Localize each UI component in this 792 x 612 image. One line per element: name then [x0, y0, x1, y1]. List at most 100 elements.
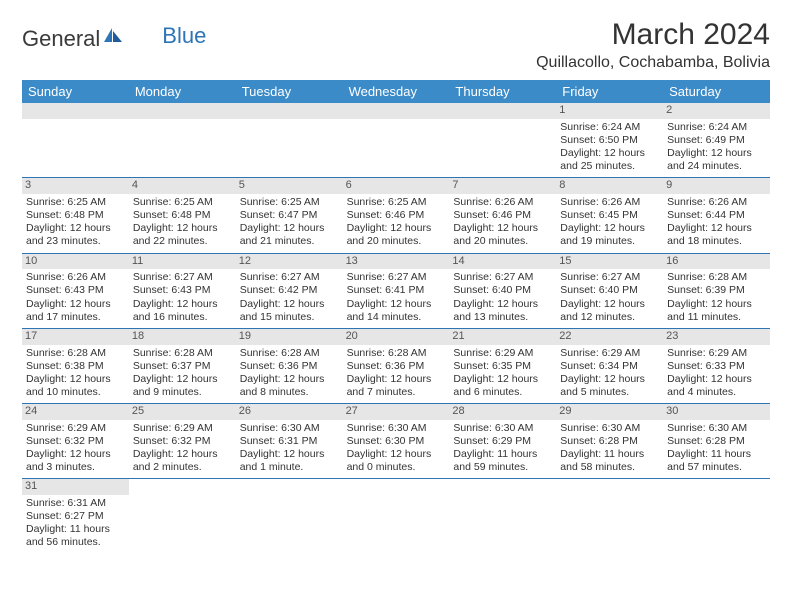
daylight-text: Daylight: 12 hours and 4 minutes.	[667, 373, 766, 399]
empty-cell	[236, 103, 343, 177]
day-number: 9	[663, 178, 770, 194]
sunrise-text: Sunrise: 6:27 AM	[453, 271, 552, 284]
day-number: 27	[343, 404, 450, 420]
sunrise-text: Sunrise: 6:28 AM	[240, 347, 339, 360]
sunset-text: Sunset: 6:31 PM	[240, 435, 339, 448]
daylight-text: Daylight: 11 hours and 59 minutes.	[453, 448, 552, 474]
daylight-text: Daylight: 12 hours and 12 minutes.	[560, 298, 659, 324]
sunset-text: Sunset: 6:47 PM	[240, 209, 339, 222]
sunrise-text: Sunrise: 6:26 AM	[26, 271, 125, 284]
day-number: 1	[556, 103, 663, 119]
empty-cell	[129, 479, 236, 553]
sunset-text: Sunset: 6:46 PM	[347, 209, 446, 222]
day-cell: 29Sunrise: 6:30 AMSunset: 6:28 PMDayligh…	[556, 404, 663, 478]
week-row: 1Sunrise: 6:24 AMSunset: 6:50 PMDaylight…	[22, 103, 770, 178]
day-number: 8	[556, 178, 663, 194]
day-number: 15	[556, 254, 663, 270]
day-header-monday: Monday	[129, 80, 236, 103]
sunset-text: Sunset: 6:48 PM	[133, 209, 232, 222]
daylight-text: Daylight: 12 hours and 20 minutes.	[347, 222, 446, 248]
daylight-text: Daylight: 12 hours and 3 minutes.	[26, 448, 125, 474]
daylight-text: Daylight: 12 hours and 8 minutes.	[240, 373, 339, 399]
sunset-text: Sunset: 6:43 PM	[133, 284, 232, 297]
day-number	[129, 103, 236, 119]
day-cell: 24Sunrise: 6:29 AMSunset: 6:32 PMDayligh…	[22, 404, 129, 478]
sunrise-text: Sunrise: 6:29 AM	[453, 347, 552, 360]
day-cell: 3Sunrise: 6:25 AMSunset: 6:48 PMDaylight…	[22, 178, 129, 252]
day-number: 4	[129, 178, 236, 194]
daylight-text: Daylight: 12 hours and 16 minutes.	[133, 298, 232, 324]
sunrise-text: Sunrise: 6:26 AM	[560, 196, 659, 209]
sunrise-text: Sunrise: 6:30 AM	[347, 422, 446, 435]
daylight-text: Daylight: 12 hours and 23 minutes.	[26, 222, 125, 248]
sunrise-text: Sunrise: 6:24 AM	[560, 121, 659, 134]
daylight-text: Daylight: 12 hours and 13 minutes.	[453, 298, 552, 324]
day-number: 21	[449, 329, 556, 345]
sunrise-text: Sunrise: 6:29 AM	[26, 422, 125, 435]
sunrise-text: Sunrise: 6:25 AM	[133, 196, 232, 209]
sunrise-text: Sunrise: 6:28 AM	[133, 347, 232, 360]
sunrise-text: Sunrise: 6:28 AM	[26, 347, 125, 360]
day-header-row: SundayMondayTuesdayWednesdayThursdayFrid…	[22, 80, 770, 103]
daylight-text: Daylight: 12 hours and 14 minutes.	[347, 298, 446, 324]
daylight-text: Daylight: 12 hours and 2 minutes.	[133, 448, 232, 474]
empty-cell	[556, 479, 663, 553]
day-cell: 27Sunrise: 6:30 AMSunset: 6:30 PMDayligh…	[343, 404, 450, 478]
daylight-text: Daylight: 11 hours and 57 minutes.	[667, 448, 766, 474]
day-cell: 21Sunrise: 6:29 AMSunset: 6:35 PMDayligh…	[449, 329, 556, 403]
daylight-text: Daylight: 12 hours and 20 minutes.	[453, 222, 552, 248]
sunrise-text: Sunrise: 6:25 AM	[347, 196, 446, 209]
sunrise-text: Sunrise: 6:30 AM	[240, 422, 339, 435]
day-cell: 6Sunrise: 6:25 AMSunset: 6:46 PMDaylight…	[343, 178, 450, 252]
sunset-text: Sunset: 6:34 PM	[560, 360, 659, 373]
day-number: 2	[663, 103, 770, 119]
day-cell: 2Sunrise: 6:24 AMSunset: 6:49 PMDaylight…	[663, 103, 770, 177]
day-cell: 8 Sunrise: 6:26 AMSunset: 6:45 PMDaylight…	[556, 178, 663, 252]
sunset-text: Sunset: 6:29 PM	[453, 435, 552, 448]
week-row: 17Sunrise: 6:28 AMSunset: 6:38 PMDayligh…	[22, 329, 770, 404]
day-number: 29	[556, 404, 663, 420]
sunrise-text: Sunrise: 6:30 AM	[560, 422, 659, 435]
day-number: 13	[343, 254, 450, 270]
daylight-text: Daylight: 12 hours and 6 minutes.	[453, 373, 552, 399]
day-number: 17	[22, 329, 129, 345]
day-cell: 28Sunrise: 6:30 AMSunset: 6:29 PMDayligh…	[449, 404, 556, 478]
daylight-text: Daylight: 12 hours and 19 minutes.	[560, 222, 659, 248]
day-number: 30	[663, 404, 770, 420]
calendar-grid: SundayMondayTuesdayWednesdayThursdayFrid…	[22, 80, 770, 554]
day-cell: 25Sunrise: 6:29 AMSunset: 6:32 PMDayligh…	[129, 404, 236, 478]
day-cell: 15Sunrise: 6:27 AMSunset: 6:40 PMDayligh…	[556, 254, 663, 328]
day-cell: 31Sunrise: 6:31 AMSunset: 6:27 PMDayligh…	[22, 479, 129, 553]
sunset-text: Sunset: 6:33 PM	[667, 360, 766, 373]
empty-cell	[236, 479, 343, 553]
header: General Blue March 2024 Quillacollo, Coc…	[22, 18, 770, 72]
day-cell: 5Sunrise: 6:25 AMSunset: 6:47 PMDaylight…	[236, 178, 343, 252]
sail-icon	[102, 24, 124, 50]
day-number: 5	[236, 178, 343, 194]
daylight-text: Daylight: 12 hours and 7 minutes.	[347, 373, 446, 399]
day-number: 18	[129, 329, 236, 345]
week-row: 31Sunrise: 6:31 AMSunset: 6:27 PMDayligh…	[22, 479, 770, 553]
empty-cell	[449, 103, 556, 177]
day-header-thursday: Thursday	[449, 80, 556, 103]
daylight-text: Daylight: 12 hours and 5 minutes.	[560, 373, 659, 399]
sunset-text: Sunset: 6:36 PM	[240, 360, 339, 373]
sunset-text: Sunset: 6:46 PM	[453, 209, 552, 222]
sunrise-text: Sunrise: 6:29 AM	[667, 347, 766, 360]
day-number: 20	[343, 329, 450, 345]
daylight-text: Daylight: 12 hours and 22 minutes.	[133, 222, 232, 248]
sunset-text: Sunset: 6:45 PM	[560, 209, 659, 222]
day-number: 7	[449, 178, 556, 194]
sunset-text: Sunset: 6:39 PM	[667, 284, 766, 297]
daylight-text: Daylight: 12 hours and 17 minutes.	[26, 298, 125, 324]
day-number: 26	[236, 404, 343, 420]
sunrise-text: Sunrise: 6:30 AM	[667, 422, 766, 435]
day-cell: 11Sunrise: 6:27 AMSunset: 6:43 PMDayligh…	[129, 254, 236, 328]
sunset-text: Sunset: 6:28 PM	[667, 435, 766, 448]
day-number: 28	[449, 404, 556, 420]
sunrise-text: Sunrise: 6:28 AM	[667, 271, 766, 284]
sunset-text: Sunset: 6:38 PM	[26, 360, 125, 373]
day-cell: 7Sunrise: 6:26 AMSunset: 6:46 PMDaylight…	[449, 178, 556, 252]
day-cell: 26Sunrise: 6:30 AMSunset: 6:31 PMDayligh…	[236, 404, 343, 478]
empty-cell	[343, 103, 450, 177]
